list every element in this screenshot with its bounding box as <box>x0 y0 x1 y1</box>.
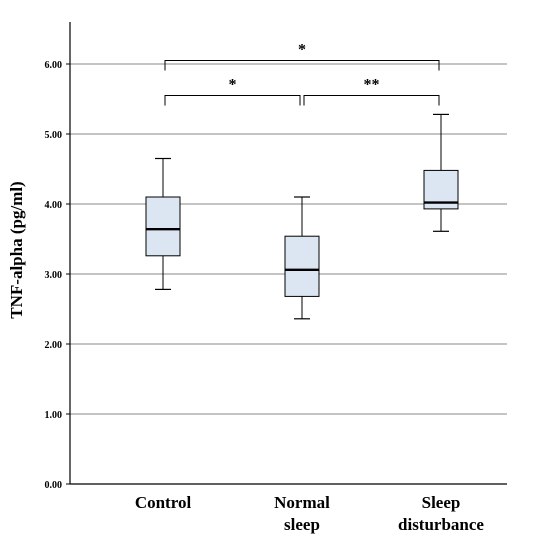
box-group <box>284 196 320 320</box>
x-category-label: disturbance <box>398 515 484 534</box>
significance-label: ** <box>364 77 380 94</box>
y-tick-label: 2.00 <box>45 340 63 351</box>
significance-label: * <box>229 77 237 94</box>
significance-bracket <box>164 95 301 106</box>
axes: 0.00 1.00 2.00 3.00 4.00 5.00 6.00 Control Norma… <box>45 22 507 534</box>
y-tick-label: 3.00 <box>45 270 63 281</box>
box-iqr <box>145 196 181 257</box>
significance-bracket <box>164 60 440 71</box>
box-series <box>145 113 459 320</box>
x-category-label: Control <box>135 493 192 512</box>
box-group <box>423 113 459 232</box>
y-tick-label: 4.00 <box>45 200 63 211</box>
y-tick-label: 0.00 <box>45 480 63 491</box>
y-tick-label: 5.00 <box>45 130 63 141</box>
significance-label: * <box>298 42 306 59</box>
significance-bracket <box>303 95 440 106</box>
x-category-label: Normal <box>274 493 330 512</box>
y-tick-label: 6.00 <box>45 60 63 71</box>
box-group <box>145 157 181 290</box>
x-category-label: sleep <box>284 515 320 534</box>
box-iqr <box>284 235 320 297</box>
y-axis-label: TNF-alpha (pg/ml) <box>7 181 26 318</box>
significance-brackets: ** ** <box>164 42 440 106</box>
y-tick-label: 1.00 <box>45 410 63 421</box>
x-category-label: Sleep <box>422 493 461 512</box>
